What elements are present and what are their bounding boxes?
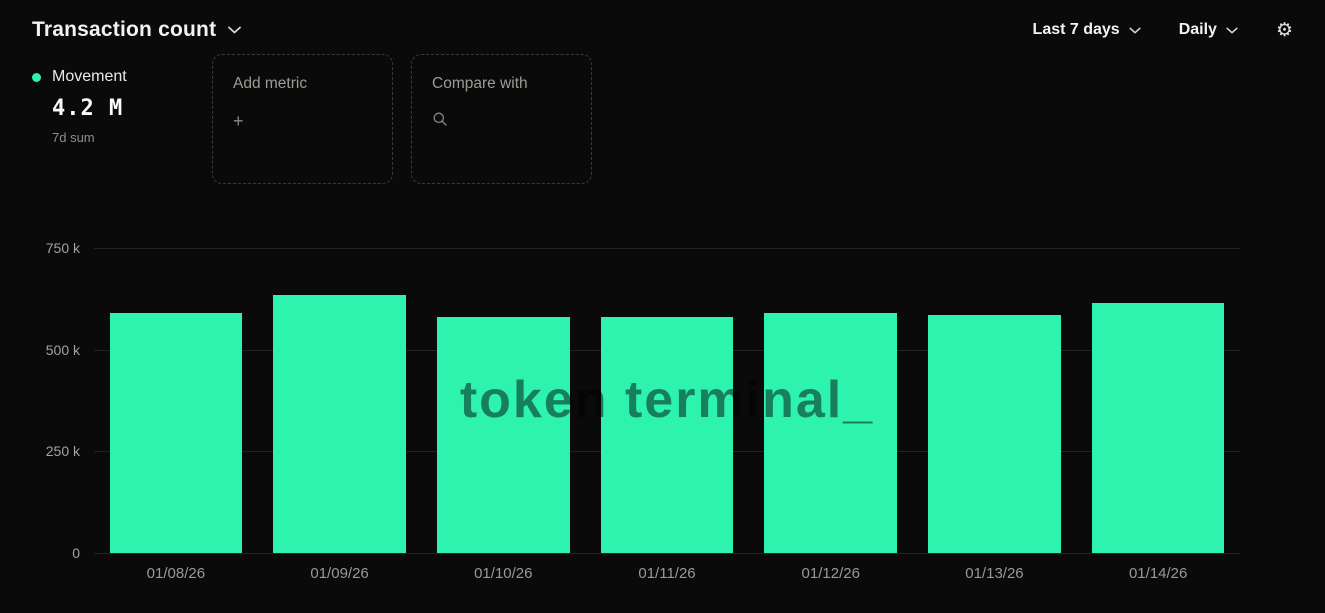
y-axis: 750 k 500 k 250 k 0: [32, 240, 94, 561]
header-controls: Last 7 days Daily ⚙: [1033, 21, 1293, 40]
date-range-dropdown[interactable]: Last 7 days: [1033, 21, 1141, 39]
metric-subtitle: 7d sum: [52, 130, 95, 145]
compare-with-label: Compare with: [432, 75, 528, 92]
x-tick-label: 01/13/26: [965, 565, 1024, 582]
page-title: Transaction count: [32, 18, 217, 41]
bar-01/11/26[interactable]: [600, 317, 734, 553]
add-metric-label: Add metric: [233, 75, 308, 92]
header: Transaction count Last 7 days Daily ⚙: [0, 0, 1325, 48]
y-tick-label: 750 k: [45, 240, 80, 256]
y-tick-label: 500 k: [45, 341, 80, 358]
x-tick-label: 01/10/26: [474, 565, 533, 582]
series-name: Movement: [52, 68, 127, 85]
gridline: [94, 553, 1240, 554]
bar-01/14/26[interactable]: [1091, 302, 1225, 553]
bar-01/10/26[interactable]: [436, 317, 570, 553]
bar-slot: [94, 248, 258, 553]
compare-with-button[interactable]: Compare with: [411, 54, 592, 184]
metric-summary: Movement 4.2 M 7d sum: [32, 54, 194, 145]
bar-slot: [258, 248, 422, 553]
bar-01/13/26[interactable]: [928, 315, 1061, 553]
chevron-down-icon: [228, 26, 242, 34]
date-range-label: Last 7 days: [1032, 21, 1120, 38]
bar-slot: [421, 248, 585, 553]
y-tick-label: 250 k: [45, 443, 80, 460]
bars-container: [94, 248, 1240, 553]
y-tick-label: 0: [72, 545, 80, 561]
x-tick-label: 01/11/26: [638, 565, 696, 582]
bar-slot: [1076, 248, 1240, 553]
bar-chart: 750 k 500 k 250 k 0 token terminal_: [32, 240, 1240, 561]
chevron-down-icon: [1226, 27, 1238, 34]
metric-row: Movement 4.2 M 7d sum Add metric + Compa…: [0, 48, 1325, 184]
plus-icon: +: [233, 111, 244, 131]
chevron-down-icon: [1129, 27, 1141, 34]
x-tick-label: 01/12/26: [801, 565, 860, 582]
x-axis: 01/08/26 01/09/26 01/10/26 01/11/26 01/12/26…: [94, 565, 1240, 582]
x-tick-label: 01/09/26: [310, 565, 369, 582]
x-tick-label: 01/14/26: [1128, 565, 1188, 582]
chart-plot: token terminal_: [94, 248, 1240, 554]
search-icon: [432, 111, 571, 127]
bar-01/12/26[interactable]: [764, 313, 898, 553]
metric-value: 4.2 M: [52, 96, 124, 121]
bar-01/08/26[interactable]: [109, 313, 243, 553]
bar-slot: [913, 248, 1077, 553]
gridline: [94, 248, 1240, 249]
bar-slot: [585, 248, 749, 553]
metric-title-dropdown[interactable]: Transaction count: [32, 18, 242, 42]
bar-slot: [749, 248, 913, 553]
x-tick-label: 01/08/26: [146, 565, 206, 582]
series-color-dot: [32, 72, 41, 82]
bar-01/09/26[interactable]: [273, 294, 406, 553]
granularity-label: Daily: [1178, 21, 1217, 38]
settings-gear-icon[interactable]: ⚙: [1275, 19, 1293, 41]
granularity-dropdown[interactable]: Daily: [1179, 21, 1238, 39]
add-metric-button[interactable]: Add metric +: [212, 54, 393, 184]
